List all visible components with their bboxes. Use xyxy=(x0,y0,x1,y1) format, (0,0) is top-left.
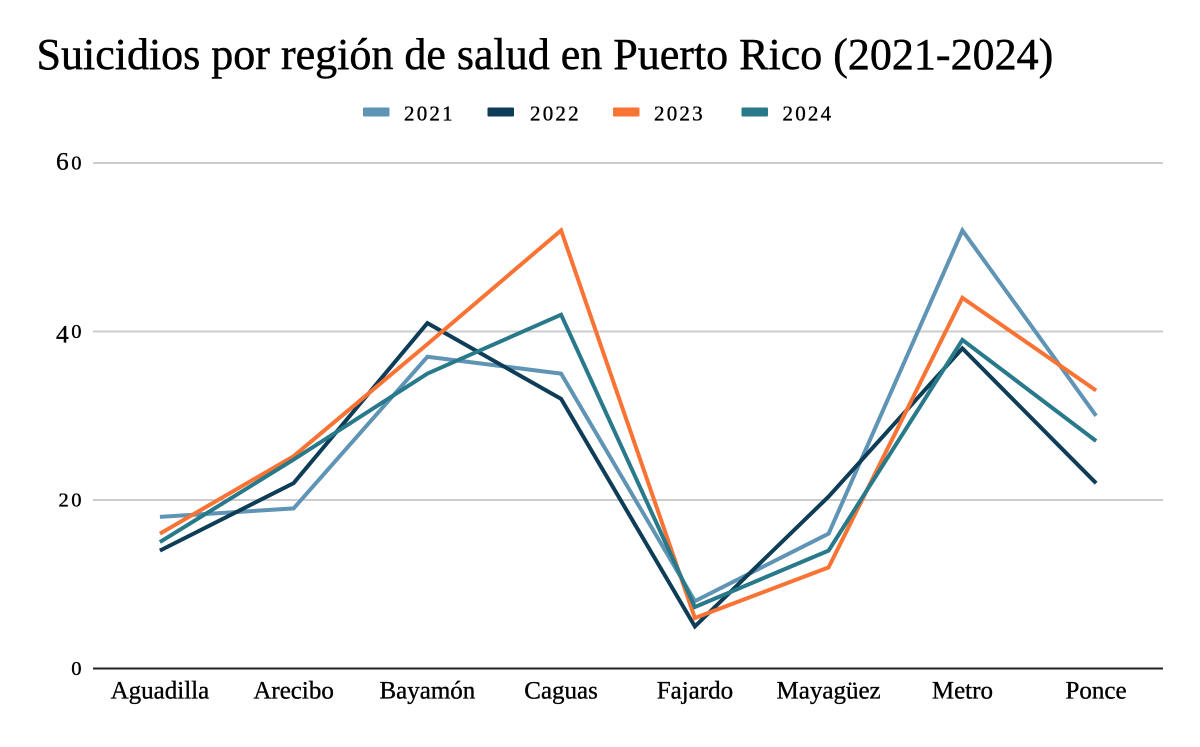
svg-text:Metro: Metro xyxy=(932,678,993,705)
svg-text:2022: 2022 xyxy=(530,102,581,126)
svg-text:0: 0 xyxy=(71,658,84,680)
svg-text:Bayamón: Bayamón xyxy=(379,678,475,705)
svg-text:2023: 2023 xyxy=(654,102,705,126)
svg-text:Ponce: Ponce xyxy=(1066,678,1127,705)
svg-text:Mayagüez: Mayagüez xyxy=(777,678,881,705)
svg-text:20: 20 xyxy=(59,490,85,512)
svg-text:40: 40 xyxy=(56,320,84,349)
svg-text:2024: 2024 xyxy=(783,102,834,126)
svg-text:Caguas: Caguas xyxy=(524,678,598,705)
svg-text:Arecibo: Arecibo xyxy=(253,678,334,705)
svg-text:Aguadilla: Aguadilla xyxy=(111,678,210,705)
svg-text:60: 60 xyxy=(56,147,84,176)
svg-text:2021: 2021 xyxy=(404,102,455,126)
svg-text:Suicidios por región de salud: Suicidios por región de salud en Puerto … xyxy=(37,30,1054,79)
svg-text:Fajardo: Fajardo xyxy=(657,678,733,705)
